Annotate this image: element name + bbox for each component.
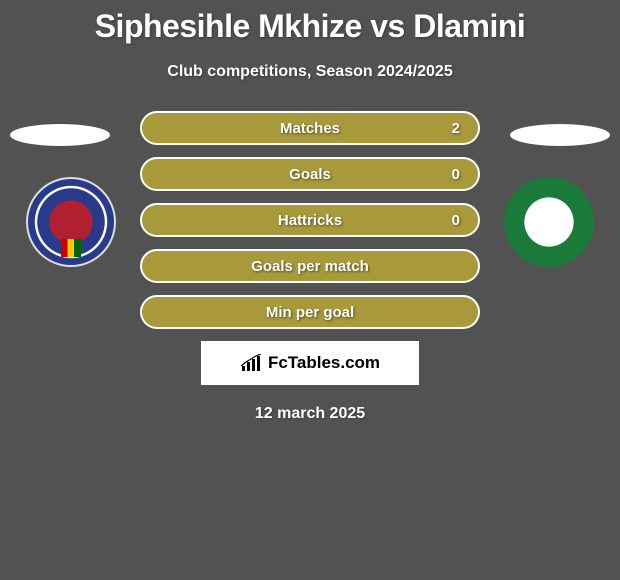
- stat-label: Goals per match: [251, 258, 369, 275]
- stat-value: 2: [452, 120, 460, 137]
- stat-value: 0: [452, 212, 460, 229]
- stats-container: Matches 2 Goals 0 Hattricks 0 Goals per …: [140, 111, 480, 329]
- stat-row-min-per-goal: Min per goal: [140, 295, 480, 329]
- stat-row-goals-per-match: Goals per match: [140, 249, 480, 283]
- stat-row-matches: Matches 2: [140, 111, 480, 145]
- stat-label: Hattricks: [278, 212, 342, 229]
- stat-label: Goals: [289, 166, 331, 183]
- brand-text: FcTables.com: [268, 353, 380, 373]
- stat-row-goals: Goals 0: [140, 157, 480, 191]
- stat-row-hattricks: Hattricks 0: [140, 203, 480, 237]
- brand-box: FcTables.com: [201, 341, 419, 385]
- team-badge-right: [504, 177, 594, 267]
- stat-label: Matches: [280, 120, 340, 137]
- stat-value: 0: [452, 166, 460, 183]
- left-shadow-oval: [10, 124, 110, 146]
- stat-label: Min per goal: [266, 304, 354, 321]
- team-badge-left: [26, 177, 116, 267]
- chart-icon: [240, 354, 262, 372]
- date-text: 12 march 2025: [0, 405, 620, 423]
- page-title: Siphesihle Mkhize vs Dlamini: [0, 0, 620, 45]
- page-subtitle: Club competitions, Season 2024/2025: [0, 63, 620, 81]
- right-shadow-oval: [510, 124, 610, 146]
